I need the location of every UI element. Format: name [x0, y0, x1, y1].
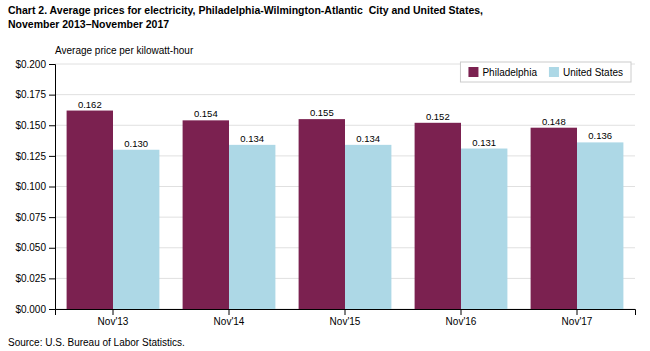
tick-mark [49, 156, 55, 157]
tick-mark [577, 309, 578, 315]
bar [345, 145, 391, 309]
tick: $0.150 [15, 120, 55, 131]
data-label: 0.152 [426, 111, 450, 122]
grid-line [55, 94, 635, 95]
tick: Nov'14 [214, 309, 245, 327]
tick-label: $0.000 [15, 304, 46, 315]
tick-mark [345, 309, 346, 315]
tick-label: $0.200 [15, 59, 46, 70]
grid [55, 64, 635, 309]
bar [113, 150, 159, 309]
title-group: Chart 2. Average prices for electricity,… [8, 4, 483, 30]
data-label: 0.131 [472, 137, 496, 148]
tick-mark [461, 309, 462, 315]
data-label: 0.134 [240, 133, 264, 144]
tick: $0.175 [15, 89, 55, 100]
legend-item: Philadelphia [468, 67, 537, 78]
tick-label: $0.150 [15, 120, 46, 131]
data-label: 0.154 [194, 108, 218, 119]
legend: Philadelphia United States [460, 62, 631, 82]
tick-label: Nov'14 [214, 316, 245, 327]
legend-swatch [549, 67, 559, 77]
tick-label: $0.175 [15, 89, 46, 100]
tick: $0.200 [15, 59, 55, 70]
bar [183, 120, 229, 309]
tick-label: $0.100 [15, 181, 46, 192]
title: November 2013–November 2017 [8, 18, 169, 30]
bars [67, 111, 624, 309]
data-label: 0.130 [124, 138, 148, 149]
bar [299, 119, 345, 309]
chart: Chart 2. Average prices for electricity,… [0, 0, 650, 351]
tick: Nov'13 [98, 309, 129, 327]
data-label: 0.155 [310, 107, 334, 118]
tick-mark [49, 217, 55, 218]
legend-items: Philadelphia United States [468, 67, 623, 78]
tick-label: $0.050 [15, 242, 46, 253]
bar [461, 149, 507, 309]
bar [67, 111, 113, 309]
legend-frame [460, 62, 631, 82]
y-axis: $0.000 $0.025 $0.050 $0.075 $0.100 $0.125 $0.1… [15, 59, 55, 315]
data-label: 0.134 [356, 133, 380, 144]
tick: $0.075 [15, 212, 55, 223]
tick-mark [49, 278, 55, 279]
tick-mark [49, 248, 55, 249]
tick: Nov'16 [446, 309, 477, 327]
tick-mark [49, 64, 55, 65]
tick: $0.025 [15, 273, 55, 284]
tick: Nov'17 [562, 309, 593, 327]
tick-label: Nov'13 [98, 316, 129, 327]
legend-label: Philadelphia [482, 67, 537, 78]
bar [531, 128, 577, 309]
tick-label: $0.075 [15, 212, 46, 223]
tick-mark [49, 95, 55, 96]
tick-mark [229, 309, 230, 315]
tick: $0.100 [15, 181, 55, 192]
tick: Nov'15 [330, 309, 361, 327]
bar [577, 142, 623, 309]
tick-label: Nov'15 [330, 316, 361, 327]
x-axis: Nov'13 Nov'14 Nov'15 Nov'16 Nov'17 [56, 309, 636, 327]
legend-label: United States [563, 67, 623, 78]
tick-label: Nov'17 [562, 316, 593, 327]
data-label: 0.148 [542, 116, 566, 127]
tick-mark [49, 125, 55, 126]
data-labels: 0.162 0.154 0.155 0.152 0.148 0.130 0.134 0.134… [78, 99, 612, 149]
tick-label: Nov'16 [446, 316, 477, 327]
tick: $0.125 [15, 151, 55, 162]
legend-item: United States [549, 67, 623, 78]
source: Source: U.S. Bureau of Labor Statistics. [8, 337, 185, 348]
tick-label: $0.025 [15, 273, 46, 284]
data-label: 0.136 [588, 130, 612, 141]
tick-mark [49, 309, 55, 310]
bar [229, 145, 275, 309]
bar [415, 123, 461, 309]
data-label: 0.162 [78, 99, 102, 110]
tick: $0.000 [15, 304, 55, 315]
axis-line [49, 65, 56, 310]
y-axis-title: Average price per kilowatt-hour [55, 45, 194, 56]
tick: $0.050 [15, 242, 55, 253]
legend-swatch [468, 67, 478, 77]
axis-line [56, 310, 636, 316]
tick-mark [113, 309, 114, 315]
title: Chart 2. Average prices for electricity,… [8, 4, 483, 16]
tick-label: $0.125 [15, 151, 46, 162]
tick-mark [49, 187, 55, 188]
